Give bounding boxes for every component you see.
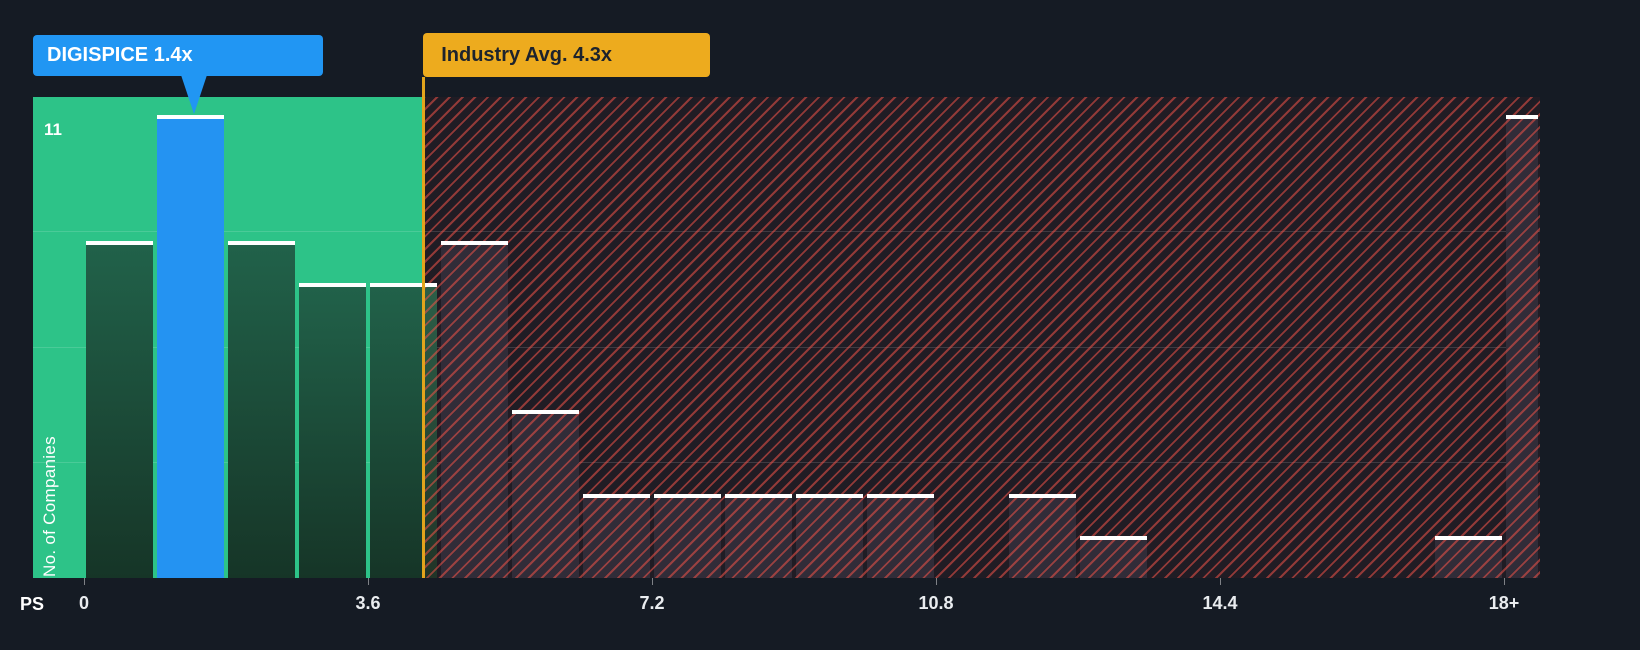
x-tick-label: 3.6 [355,593,381,613]
bar-top-line [1435,535,1503,540]
x-tick-mark [1504,578,1506,585]
bar-top-line [1080,535,1147,540]
bar-top-line [796,493,863,498]
bar-top-line [1506,115,1539,119]
x-tick-mark [652,578,653,585]
company-callout: DIGISPICE 1.4x [33,35,323,76]
y-axis-title: No. of Companies [40,436,59,577]
y-max-label: 11 [44,120,62,139]
bar-top-line [299,283,366,288]
industry-average-line [422,77,426,578]
company-callout-label: DIGISPICE 1.4x [47,44,193,66]
bar-top-line [725,493,792,498]
bar-top-line [654,493,721,498]
bar-top-line [867,493,934,498]
histogram-bar[interactable] [228,241,295,578]
x-tick-label: 18+ [1488,593,1520,613]
company-callout-pointer-icon [181,75,208,114]
bar-top-line [370,283,437,288]
bar-top-line [228,241,295,246]
industry-callout-label: Industry Avg. 4.3x [441,44,613,66]
x-tick-mark [1220,578,1222,585]
x-tick-mark [84,578,85,585]
bar-top-line [157,115,224,119]
x-tick-label: 7.2 [639,593,665,613]
x-axis-title: PS [20,594,45,614]
x-tick-label: 10.8 [918,593,954,613]
x-tick-mark [368,578,369,585]
histogram-bar[interactable] [86,241,153,578]
bar-top-line [512,409,579,414]
above-industry-average-hatched-zone [423,97,1540,578]
bar-digispice[interactable] [157,115,224,578]
bar-top-line [583,493,650,498]
industry-average-callout: Industry Avg. 4.3x [423,33,711,77]
bar-top-line [441,241,508,246]
histogram-bar[interactable] [299,283,366,578]
x-tick-mark [936,578,937,585]
bar-top-line [1009,493,1076,498]
bar-top-line [86,241,153,246]
x-tick-label: 0 [78,593,89,613]
x-tick-label: 14.4 [1202,593,1238,613]
